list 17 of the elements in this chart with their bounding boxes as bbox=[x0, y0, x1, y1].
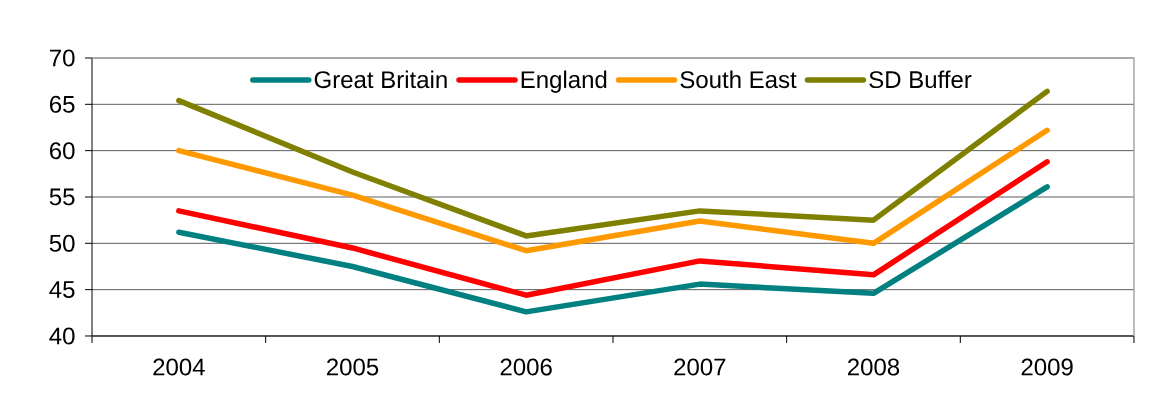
x-tick-label: 2008 bbox=[847, 358, 900, 376]
y-tick-label: 55 bbox=[49, 188, 75, 206]
legend-label: SD Buffer bbox=[869, 70, 972, 89]
y-tick-label: 45 bbox=[49, 281, 75, 299]
legend-label: Great Britain bbox=[314, 70, 447, 89]
y-tick-label: 70 bbox=[50, 49, 75, 67]
x-tick-label: 2006 bbox=[500, 358, 552, 376]
x-tick-label: 2004 bbox=[153, 358, 205, 376]
y-tick-label: 50 bbox=[49, 234, 75, 252]
y-tick-label: 60 bbox=[50, 142, 75, 160]
y-tick-label: 40 bbox=[49, 327, 75, 345]
x-tick-label: 2009 bbox=[1021, 358, 1073, 376]
legend-label: South East bbox=[680, 70, 797, 89]
x-tick-label: 2007 bbox=[674, 358, 726, 376]
legend-label: England bbox=[521, 70, 607, 93]
y-tick-label: 65 bbox=[50, 95, 75, 113]
x-tick-label: 2005 bbox=[327, 358, 379, 376]
